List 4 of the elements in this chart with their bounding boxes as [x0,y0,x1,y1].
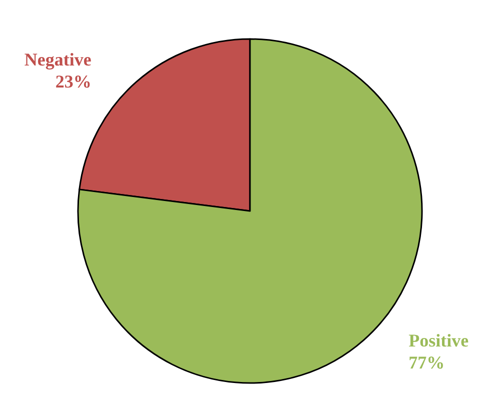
data-label: 23% [55,72,92,92]
slice-label: Negative [24,50,92,70]
data-label: 77% [408,352,445,372]
slice-label: Positive [408,330,469,350]
